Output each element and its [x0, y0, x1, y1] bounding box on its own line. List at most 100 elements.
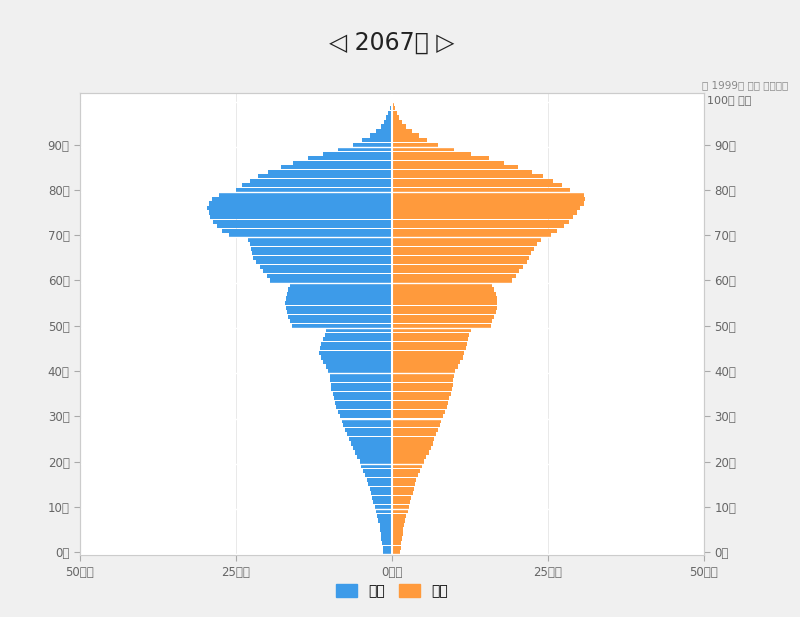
Bar — [392, 269, 519, 273]
Bar — [365, 473, 392, 477]
Bar — [384, 120, 392, 124]
Bar — [392, 183, 562, 188]
Bar — [392, 111, 397, 115]
Bar — [325, 333, 392, 337]
Bar — [392, 487, 414, 491]
Bar — [222, 228, 392, 233]
Bar — [392, 437, 434, 441]
Bar — [392, 545, 401, 550]
Bar — [392, 297, 497, 300]
Bar — [392, 179, 553, 183]
Bar — [392, 491, 413, 495]
Bar — [392, 441, 433, 445]
Bar — [335, 400, 392, 405]
Bar — [392, 478, 416, 482]
Bar — [392, 505, 409, 509]
Bar — [250, 179, 392, 183]
Bar — [334, 396, 392, 400]
Bar — [254, 255, 392, 260]
Bar — [392, 215, 573, 219]
Bar — [392, 278, 513, 283]
Bar — [267, 274, 392, 278]
Bar — [252, 251, 392, 255]
Bar — [392, 197, 586, 201]
Bar — [347, 433, 392, 436]
Bar — [392, 115, 399, 120]
Bar — [323, 337, 392, 341]
Bar — [256, 260, 392, 265]
Bar — [392, 455, 426, 459]
Bar — [392, 328, 470, 333]
Bar — [392, 174, 543, 178]
Bar — [209, 210, 392, 215]
Bar — [381, 532, 392, 536]
Bar — [342, 419, 392, 423]
Bar — [374, 505, 392, 509]
Bar — [308, 156, 392, 160]
Bar — [209, 201, 392, 205]
Bar — [331, 383, 392, 387]
Bar — [337, 405, 392, 409]
Bar — [290, 283, 392, 287]
Bar — [392, 360, 460, 364]
Bar — [379, 523, 392, 527]
Bar — [392, 319, 493, 323]
Bar — [249, 238, 392, 242]
Bar — [392, 365, 458, 368]
Bar — [392, 106, 395, 110]
Bar — [392, 351, 464, 355]
Bar — [392, 536, 402, 540]
Bar — [392, 355, 462, 360]
Bar — [392, 500, 410, 505]
Bar — [392, 387, 452, 391]
Bar — [357, 455, 392, 459]
Bar — [290, 319, 392, 323]
Bar — [390, 102, 392, 106]
Bar — [236, 188, 392, 192]
Bar — [229, 233, 392, 238]
Bar — [354, 450, 392, 455]
Bar — [392, 383, 453, 387]
Bar — [392, 274, 515, 278]
Bar — [392, 550, 400, 554]
Bar — [392, 333, 470, 337]
Bar — [207, 206, 392, 210]
Bar — [392, 165, 518, 169]
Bar — [392, 238, 541, 242]
Bar — [392, 233, 551, 238]
Bar — [392, 405, 447, 409]
Text: ◁ 2067년 ▷: ◁ 2067년 ▷ — [330, 31, 454, 55]
Text: ⓘ 1999년 이전 데이터는: ⓘ 1999년 이전 데이터는 — [702, 80, 792, 90]
Bar — [378, 518, 392, 523]
Bar — [349, 437, 392, 441]
Bar — [388, 111, 392, 115]
Bar — [250, 242, 392, 246]
Bar — [392, 97, 394, 101]
Bar — [263, 269, 392, 273]
Bar — [392, 464, 422, 468]
Bar — [392, 220, 569, 224]
Bar — [376, 509, 392, 513]
Bar — [286, 305, 392, 310]
Bar — [392, 369, 455, 373]
Bar — [390, 106, 392, 110]
Bar — [392, 193, 584, 196]
Bar — [392, 509, 408, 513]
Bar — [321, 355, 392, 360]
Bar — [392, 152, 471, 155]
Bar — [392, 292, 495, 296]
Bar — [392, 373, 454, 378]
Bar — [392, 206, 581, 210]
Bar — [392, 143, 438, 147]
Bar — [392, 120, 402, 124]
Bar — [392, 170, 532, 174]
Bar — [392, 305, 497, 310]
Bar — [286, 297, 392, 300]
Bar — [382, 536, 392, 540]
Bar — [286, 301, 392, 305]
Bar — [372, 495, 392, 500]
Bar — [392, 419, 442, 423]
Bar — [382, 541, 392, 545]
Bar — [328, 369, 392, 373]
Bar — [362, 464, 392, 468]
